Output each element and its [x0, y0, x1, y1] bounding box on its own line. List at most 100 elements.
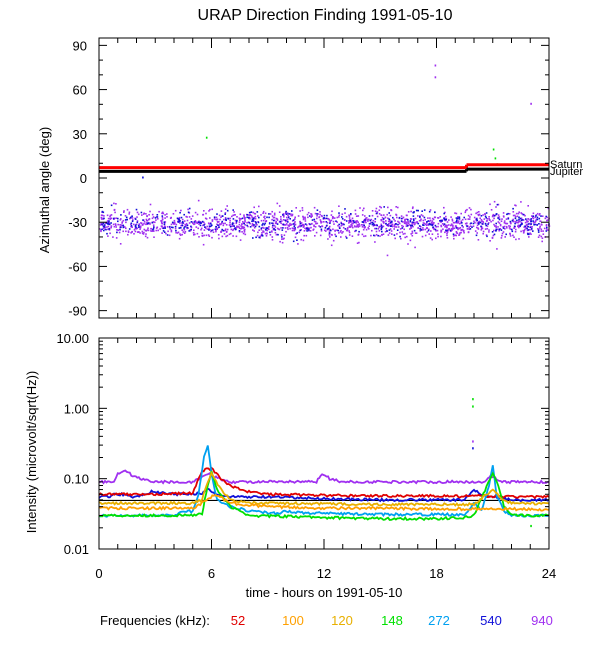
azimuth-point [128, 213, 130, 215]
azimuth-point [518, 218, 520, 221]
azimuth-point [445, 225, 447, 228]
azimuth-point [394, 220, 396, 222]
azimuth-point [101, 223, 103, 226]
azimuth-point [118, 231, 121, 234]
azimuth-point [530, 223, 532, 225]
azimuth-y-tick-label: -30 [68, 215, 87, 230]
azimuth-point [314, 212, 317, 215]
azimuth-point [216, 223, 218, 226]
azimuth-point [388, 212, 390, 214]
azimuth-point [147, 229, 150, 232]
azimuth-point [106, 226, 108, 228]
azimuth-point [518, 216, 520, 219]
azimuth-point [530, 228, 532, 231]
azimuth-point [338, 212, 340, 214]
azimuth-point [273, 228, 275, 230]
azimuth-point [539, 227, 541, 229]
azimuth-point [419, 219, 422, 222]
azimuth-point [106, 214, 109, 217]
azimuth-point [247, 225, 249, 228]
azimuth-point [354, 209, 357, 212]
azimuth-point [282, 238, 285, 240]
azimuth-point [190, 221, 193, 223]
azimuth-point [443, 223, 446, 225]
azimuth-point [502, 226, 504, 228]
azimuth-point [211, 219, 214, 221]
azimuth-point [465, 209, 467, 212]
azimuth-point [435, 230, 437, 232]
azimuth-point [489, 203, 491, 206]
azimuth-point [299, 229, 301, 232]
azimuth-point [251, 216, 253, 219]
azimuth-point [294, 223, 297, 226]
azimuth-point [374, 227, 376, 230]
azimuth-point [191, 221, 194, 224]
azimuth-point [226, 209, 229, 212]
azimuth-point [407, 243, 409, 245]
azimuth-point [373, 234, 375, 237]
azimuth-point [502, 227, 505, 229]
azimuth-point [290, 223, 293, 226]
azimuth-point [155, 229, 158, 232]
azimuth-point [516, 215, 519, 218]
azimuth-point [514, 216, 517, 218]
azimuth-point [389, 214, 392, 217]
azimuth-point [217, 234, 220, 236]
azimuth-point [501, 218, 503, 220]
azimuth-point [149, 222, 151, 224]
azimuth-point [325, 221, 328, 223]
azimuth-point [417, 215, 419, 217]
azimuth-point [446, 237, 449, 239]
azimuth-point [410, 210, 412, 213]
azimuth-y-tick-label: 60 [73, 83, 87, 98]
azimuth-point [509, 228, 512, 230]
azimuth-point [509, 225, 511, 228]
azimuth-point [452, 233, 455, 235]
azimuth-point [226, 230, 228, 233]
azimuth-point [333, 223, 335, 225]
azimuth-point [102, 217, 104, 220]
azimuth-point [290, 224, 292, 226]
azimuth-point [152, 224, 155, 226]
azimuth-point [236, 216, 238, 218]
azimuth-point [472, 222, 475, 225]
azimuth-point [292, 219, 295, 221]
azimuth-point [243, 214, 245, 216]
azimuth-point [273, 216, 276, 219]
azimuth-point [388, 232, 391, 234]
azimuth-point [257, 221, 260, 224]
azimuth-point [332, 239, 335, 242]
azimuth-point [513, 225, 516, 228]
azimuth-point [547, 229, 549, 231]
azimuth-point [293, 225, 296, 228]
azimuth-point [517, 221, 519, 224]
azimuth-point [389, 222, 391, 224]
azimuth-point [178, 227, 181, 229]
azimuth-point [268, 213, 270, 215]
azimuth-point [166, 226, 169, 228]
azimuth-point [328, 225, 331, 228]
azimuth-point [103, 226, 106, 228]
azimuth-point [361, 214, 364, 216]
azimuth-point [346, 228, 349, 230]
azimuth-point [328, 230, 331, 232]
azimuth-point [266, 232, 268, 235]
azimuth-point [338, 232, 340, 234]
azimuth-point [476, 232, 478, 234]
azimuth-point [131, 215, 133, 217]
azimuth-point [484, 228, 487, 230]
azimuth-point [198, 236, 200, 238]
azimuth-point [411, 234, 414, 237]
azimuth-point [540, 230, 543, 232]
azimuth-point [204, 217, 207, 220]
azimuth-point [382, 225, 385, 228]
azimuth-point [458, 218, 461, 220]
azimuth-point [163, 231, 166, 233]
azimuth-point [362, 209, 364, 212]
azimuth-point [377, 228, 380, 230]
azimuth-point [302, 226, 305, 228]
azimuth-point [190, 218, 193, 220]
azimuth-point [387, 222, 390, 225]
azimuth-point [422, 215, 424, 217]
azimuth-point [519, 217, 522, 220]
